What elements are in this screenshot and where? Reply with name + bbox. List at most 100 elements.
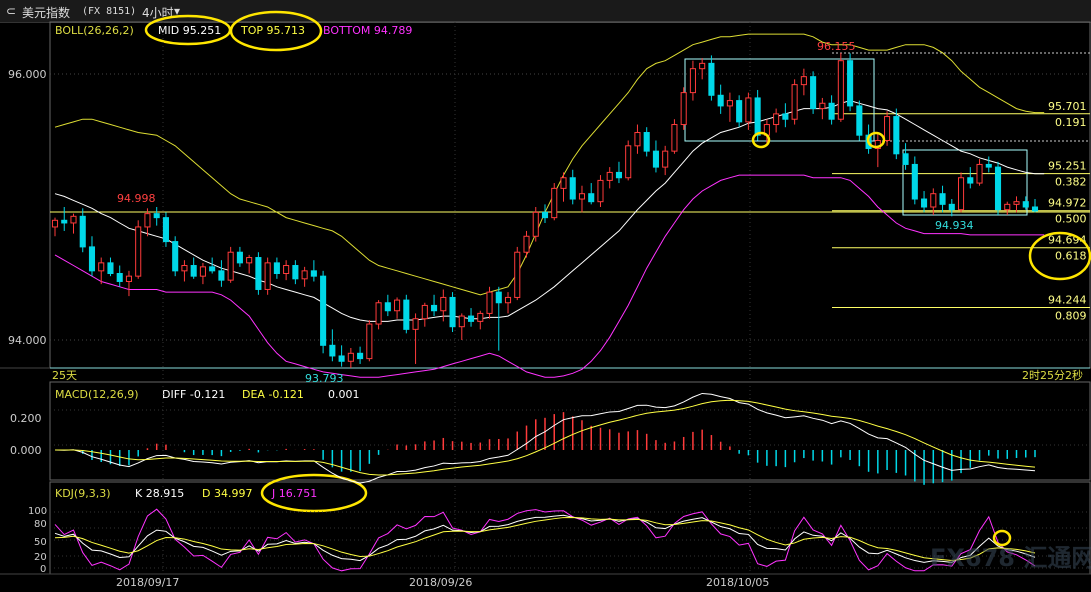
candle-body (976, 163, 983, 184)
candle (116, 265, 123, 287)
candle (856, 100, 863, 141)
candle-body (412, 318, 419, 330)
candle-body (1031, 206, 1039, 212)
boll-label: BOLL(26,26,2) (55, 24, 134, 37)
candle-body (504, 296, 512, 304)
chevron-down-icon[interactable]: ▾ (174, 4, 181, 18)
candle-body (911, 163, 918, 200)
candle (828, 95, 835, 125)
candle-body (560, 177, 567, 189)
candle-body (948, 203, 955, 211)
candle-body (708, 62, 715, 96)
low-label: 93.793 (305, 372, 344, 385)
grid (50, 22, 1090, 574)
macd-panel (54, 392, 1036, 485)
back-icon[interactable]: ⊂ (6, 4, 17, 18)
highlight-circle (260, 473, 368, 513)
candle (985, 156, 992, 173)
candle-body (782, 113, 789, 120)
candle (412, 313, 419, 364)
boll-mid-line (54, 100, 1045, 322)
macd-label: MACD(12,26,9) (55, 388, 139, 401)
candle (902, 143, 909, 170)
candle (440, 289, 447, 322)
candle-body (514, 251, 521, 298)
candle (264, 257, 271, 295)
candle (88, 236, 96, 277)
candle (800, 68, 807, 96)
candle-body (190, 265, 197, 277)
candle-body (394, 299, 401, 312)
candle (1013, 196, 1020, 213)
candle (162, 212, 169, 247)
kdj-tick: 80 (34, 519, 47, 530)
candle (948, 199, 955, 217)
candle (523, 230, 530, 258)
price-tick: 94.000 (8, 334, 47, 347)
candle (255, 252, 262, 295)
candle-body (153, 213, 160, 219)
kdj-j-value: J 16.751 (271, 487, 317, 500)
candle-body (227, 251, 234, 281)
boll-top-value: TOP 95.713 (240, 24, 305, 37)
macd-tick: 0.000 (10, 444, 42, 457)
date-tick: 2018/10/05 (706, 576, 769, 589)
candle-body (458, 315, 465, 328)
candle-body (486, 291, 493, 314)
candle (320, 270, 327, 354)
candle-body (625, 145, 632, 179)
candle-body (643, 132, 650, 152)
candle-body (61, 219, 68, 224)
boll-bottom-value: BOTTOM 94.789 (323, 24, 412, 37)
candle-body (125, 275, 133, 282)
kdj-axis: 100 80 50 20 0 (28, 506, 47, 575)
candle-body (88, 246, 96, 272)
macd-diff-line (54, 392, 1036, 484)
kdj-k-line (54, 514, 1036, 563)
kdj-tick: 50 (34, 537, 47, 548)
period-selector[interactable]: 4小时 (142, 6, 174, 20)
candle-body (745, 97, 752, 123)
candle (625, 140, 632, 181)
instrument-name: 美元指数 (22, 6, 71, 20)
candle-body (403, 299, 410, 330)
highlight-circle (866, 131, 886, 149)
fibonacci-levels: 95.7010.19195.2510.38294.9720.50094.6940… (50, 52, 1090, 323)
candle-body (884, 116, 891, 141)
candle (486, 286, 493, 319)
candle (532, 207, 539, 242)
candle (273, 257, 280, 279)
candle (227, 246, 234, 283)
fib-ratio-label: 0.500 (1055, 213, 1087, 226)
candle (976, 159, 983, 186)
candle-body (680, 92, 687, 126)
candle (578, 185, 586, 213)
candle-body (98, 262, 105, 272)
candle-body (440, 296, 447, 312)
candle-body (347, 352, 354, 362)
date-tick: 2018/09/17 (116, 576, 179, 589)
range-box (902, 149, 1028, 216)
macd-axis: 0.200 0.000 (10, 412, 42, 457)
price-highlights (751, 131, 1091, 281)
candle (652, 140, 659, 173)
candle-body (1022, 201, 1029, 208)
candle-body (847, 60, 854, 107)
candle-body (652, 150, 659, 168)
candle-body (588, 193, 595, 203)
bollinger-bands (54, 33, 1045, 378)
candle-body (116, 273, 123, 282)
candle (939, 185, 946, 213)
candle (181, 260, 188, 282)
candle-body (893, 116, 900, 155)
fib-price-label: 94.244 (1048, 294, 1087, 307)
candle (236, 246, 243, 267)
candle-body (209, 266, 216, 272)
fib-ratio-label: 0.618 (1055, 250, 1087, 263)
candle-body (671, 124, 678, 152)
candle-body (384, 302, 391, 312)
kdj-tick: 20 (34, 552, 47, 563)
candle-body (819, 102, 826, 110)
candle-body (828, 102, 835, 120)
price-axis: 96.000 94.000 (8, 68, 47, 347)
